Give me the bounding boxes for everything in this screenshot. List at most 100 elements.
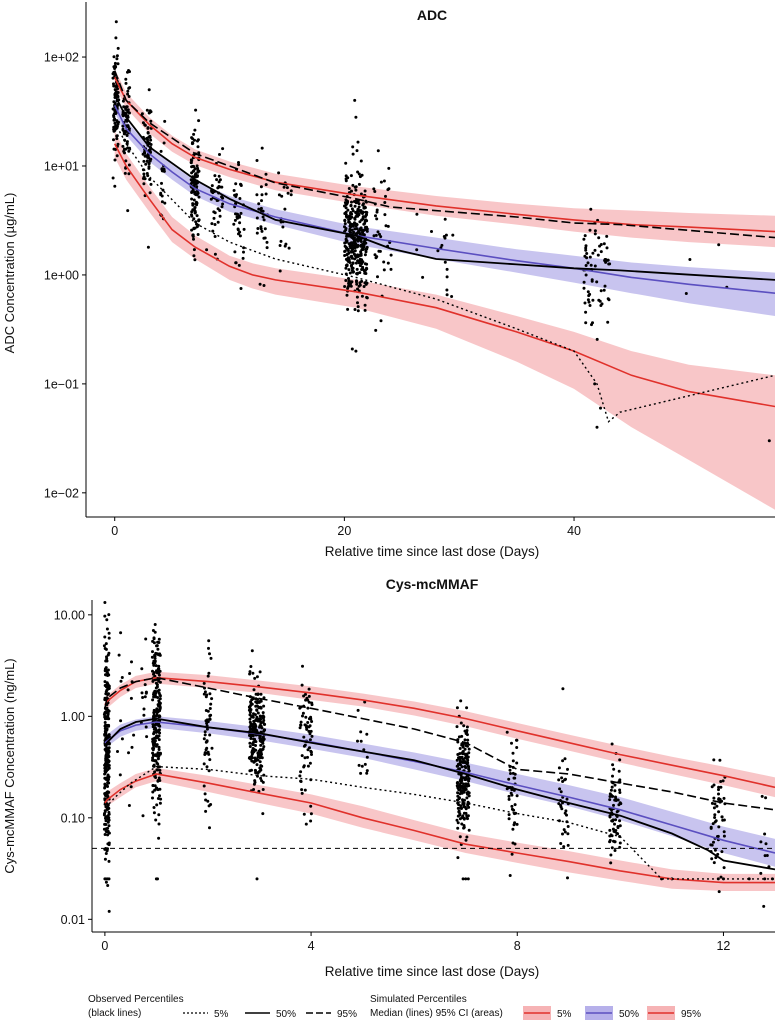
adc-observed-point — [588, 255, 592, 259]
mmaf-observed-point — [455, 758, 459, 762]
mmaf-observed-point — [204, 798, 208, 802]
mmaf-observed-point — [258, 748, 262, 752]
adc-y-tick-label: 1e+01 — [44, 159, 79, 173]
mmaf-observed-point — [248, 710, 252, 714]
mmaf-observed-point — [126, 688, 130, 692]
mmaf-blq-point — [107, 877, 111, 881]
adc-x-tick-label: 20 — [337, 524, 351, 538]
adc-observed-point — [345, 239, 349, 243]
mmaf-observed-point — [204, 809, 208, 813]
mmaf-observed-point — [458, 755, 462, 759]
mmaf-observed-point — [465, 725, 469, 729]
adc-observed-point — [257, 202, 261, 206]
mmaf-observed-point — [261, 747, 265, 751]
adc-observed-point — [113, 125, 117, 129]
mmaf-observed-point — [262, 773, 266, 777]
adc-observed-point — [606, 297, 610, 301]
mmaf-observed-point — [106, 820, 110, 824]
adc-observed-point — [384, 224, 388, 228]
mmaf-observed-point — [261, 780, 265, 784]
mmaf-observed-point — [618, 824, 622, 828]
adc-observed-point — [584, 264, 588, 267]
mmaf-observed-point — [154, 728, 158, 732]
mmaf-panel: Cys-mcMMAF Cys-mcMMAF Concentration (ng/… — [2, 576, 775, 979]
mmaf-observed-point — [203, 792, 207, 796]
mmaf-observed-point — [259, 720, 263, 724]
mmaf-observed-point — [107, 810, 111, 814]
adc-observed-point — [347, 187, 351, 190]
adc-observed-point — [343, 219, 347, 223]
adc-observed-point — [256, 227, 260, 230]
mmaf-observed-point — [719, 875, 723, 879]
mmaf-observed-point — [760, 794, 764, 798]
mmaf-observed-point — [151, 679, 155, 683]
adc-observed-point — [111, 76, 115, 80]
mmaf-observed-point — [154, 686, 158, 690]
adc-observed-point — [255, 159, 259, 162]
adc-observed-point — [583, 254, 587, 258]
mmaf-observed-point — [712, 806, 716, 810]
mmaf-observed-point — [299, 770, 303, 774]
adc-observed-point — [421, 275, 425, 279]
adc-observed-point — [349, 223, 352, 227]
mmaf-observed-point — [456, 740, 460, 744]
adc-observed-point — [347, 268, 351, 272]
mmaf-observed-point — [118, 773, 122, 777]
mmaf-observed-point — [151, 740, 155, 744]
adc-observed-point — [146, 126, 150, 130]
adc-observed-point — [347, 242, 351, 246]
mmaf-observed-point — [617, 803, 621, 807]
mmaf-observed-point — [158, 694, 162, 698]
mmaf-observed-point — [709, 825, 713, 829]
mmaf-observed-point — [515, 746, 519, 749]
adc-observed-point — [346, 260, 350, 263]
adc-observed-point — [277, 171, 281, 175]
adc-observed-point — [126, 108, 130, 112]
adc-observed-point — [361, 248, 365, 251]
adc-observed-point — [289, 189, 293, 193]
adc-observed-point — [344, 213, 348, 217]
mmaf-observed-point — [260, 740, 264, 744]
mmaf-observed-point — [202, 681, 206, 685]
adc-observed-point — [115, 154, 119, 158]
mmaf-sim-p5-ci-band — [104, 768, 775, 891]
adc-observed-point — [347, 257, 351, 261]
mmaf-observed-point — [565, 797, 569, 801]
adc-observed-point — [357, 212, 360, 216]
adc-observed-point — [218, 178, 222, 182]
mmaf-observed-point — [458, 792, 462, 796]
mmaf-observed-point — [564, 809, 568, 813]
adc-observed-point — [195, 164, 199, 168]
legend-sim-95-label: 95% — [681, 1009, 701, 1020]
mmaf-observed-point — [102, 713, 106, 716]
adc-observed-point — [363, 222, 367, 225]
adc-observed-point — [122, 105, 126, 109]
mmaf-observed-point — [204, 748, 208, 752]
mmaf-observed-point — [309, 804, 313, 808]
mmaf-y-tick-label: 0.10 — [61, 811, 85, 825]
mmaf-observed-point — [722, 866, 726, 870]
mmaf-observed-point — [561, 832, 564, 836]
mmaf-observed-point — [203, 730, 207, 734]
adc-observed-point — [192, 217, 196, 221]
adc-observed-point — [260, 229, 264, 233]
mmaf-observed-point — [156, 797, 160, 800]
adc-observed-point — [583, 301, 587, 305]
mmaf-observed-point — [207, 752, 211, 756]
adc-observed-point — [355, 210, 359, 214]
adc-observed-point — [116, 91, 120, 94]
adc-observed-point — [362, 202, 365, 206]
adc-observed-point — [123, 151, 126, 155]
mmaf-observed-point — [717, 798, 721, 801]
mmaf-observed-point — [142, 707, 146, 711]
adc-observed-point — [344, 257, 348, 261]
mmaf-observed-point — [306, 698, 310, 702]
mmaf-observed-point — [120, 737, 124, 741]
mmaf-observed-point — [303, 788, 307, 792]
mmaf-observed-point — [103, 732, 107, 736]
adc-observed-point — [127, 149, 131, 153]
adc-observed-point — [344, 206, 348, 210]
adc-observed-point — [353, 185, 357, 189]
adc-observed-point — [364, 247, 368, 251]
adc-observed-point — [358, 271, 362, 275]
